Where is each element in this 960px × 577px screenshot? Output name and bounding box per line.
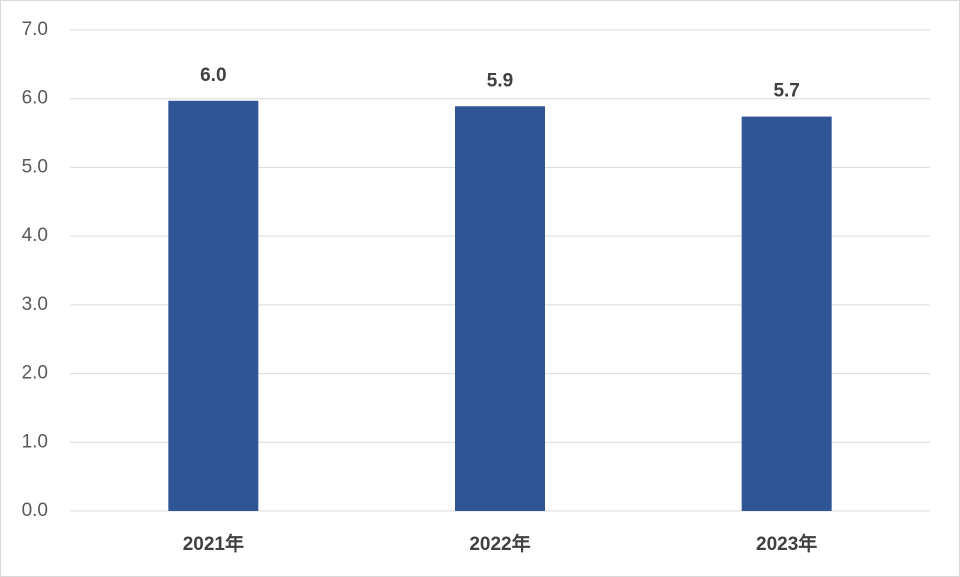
bar (741, 116, 832, 511)
x-tick-label: 2022年 (469, 532, 530, 555)
data-label: 6.0 (200, 65, 226, 86)
y-tick-label: 4.0 (22, 225, 48, 246)
y-tick-label: 5.0 (22, 156, 48, 177)
y-tick-label: 2.0 (22, 363, 48, 384)
data-label: 5.7 (773, 81, 799, 102)
data-label: 5.9 (487, 70, 513, 91)
y-tick-label: 7.0 (22, 19, 48, 40)
bar (455, 106, 545, 511)
bar (168, 100, 259, 512)
x-tick-label: 2021年 (183, 532, 244, 555)
y-tick-label: 6.0 (22, 88, 48, 109)
x-tick-label: 2023年 (756, 532, 817, 555)
y-tick-label: 0.0 (22, 500, 48, 521)
y-tick-label: 3.0 (22, 294, 48, 315)
y-tick-label: 1.0 (22, 431, 48, 452)
